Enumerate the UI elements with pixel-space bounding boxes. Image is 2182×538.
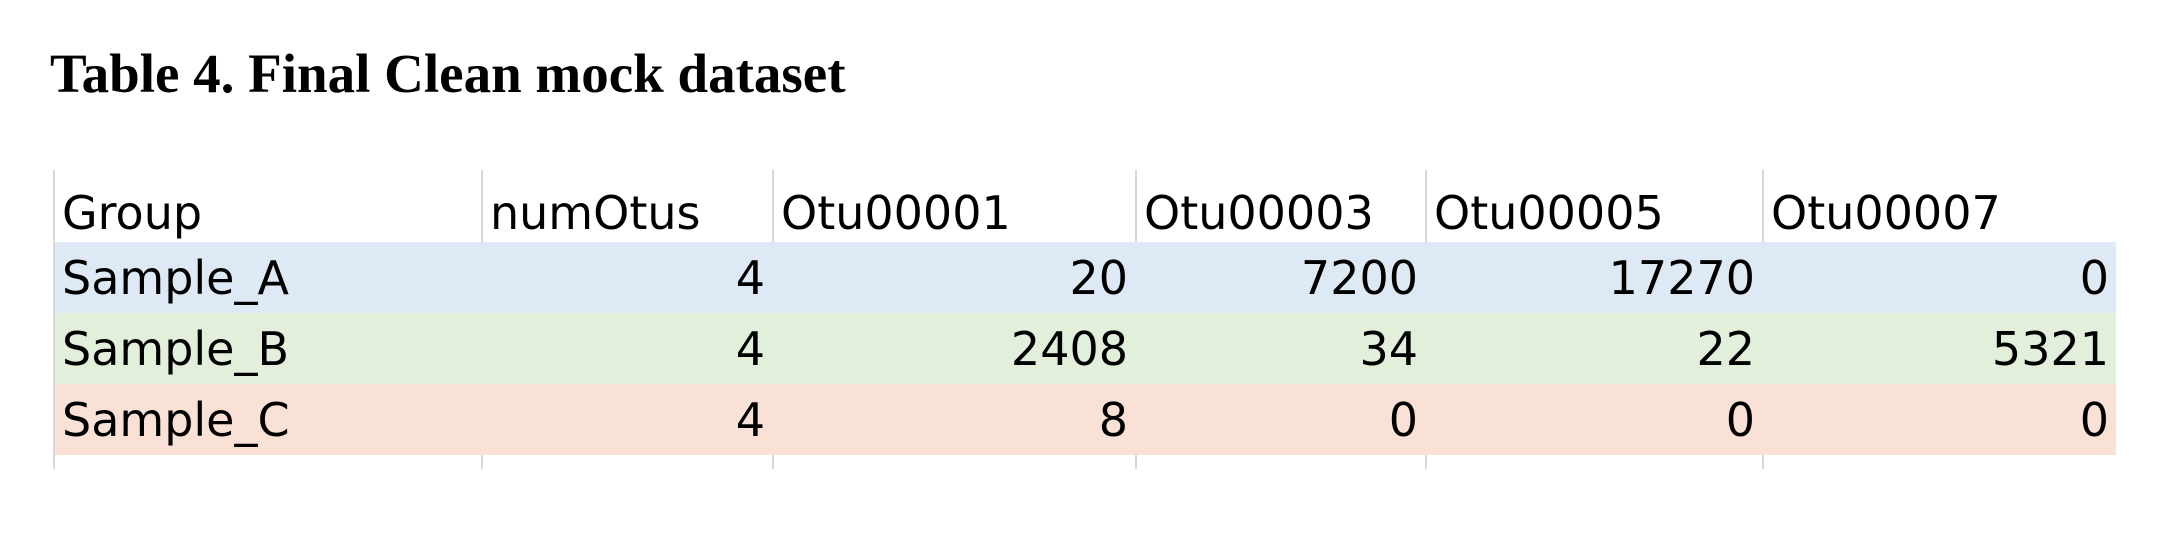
group-cell: Sample_C <box>53 384 482 455</box>
empty-cell <box>1135 455 1426 469</box>
otu-count-cell: 17270 <box>1425 242 1763 313</box>
table-row: Sample_C 4 8 0 0 0 <box>53 384 2116 455</box>
table-row: Sample_A 4 20 7200 17270 0 <box>53 242 2116 313</box>
group-cell: Sample_A <box>53 242 482 313</box>
header-cell: Otu00007 <box>1762 170 2116 242</box>
header-cell: Otu00003 <box>1135 170 1426 242</box>
empty-cell <box>772 455 1136 469</box>
otu-count-cell: 0 <box>1425 384 1763 455</box>
header-cell: Otu00005 <box>1425 170 1763 242</box>
table-row: Sample_B 4 2408 34 22 5321 <box>53 313 2116 384</box>
otu-count-cell: 0 <box>1762 242 2116 313</box>
table-title: Table 4. Final Clean mock dataset <box>50 43 846 104</box>
table-tail-gridlines <box>53 455 2116 469</box>
otu-count-cell: 2408 <box>772 313 1136 384</box>
num-otus-cell: 4 <box>481 384 773 455</box>
empty-cell <box>53 455 482 469</box>
otu-count-cell: 5321 <box>1762 313 2116 384</box>
num-otus-cell: 4 <box>481 242 773 313</box>
header-cell: Otu00001 <box>772 170 1136 242</box>
header-cell: numOtus <box>481 170 773 242</box>
header-cell: Group <box>53 170 482 242</box>
otu-count-cell: 8 <box>772 384 1136 455</box>
otu-count-cell: 20 <box>772 242 1136 313</box>
empty-cell <box>481 455 773 469</box>
otu-count-cell: 34 <box>1135 313 1426 384</box>
num-otus-cell: 4 <box>481 313 773 384</box>
header-row: Group numOtus Otu00001 Otu00003 Otu00005… <box>53 170 2116 242</box>
empty-cell <box>1762 455 2116 469</box>
empty-cell <box>1425 455 1763 469</box>
otu-count-cell: 0 <box>1135 384 1426 455</box>
otu-count-cell: 22 <box>1425 313 1763 384</box>
otu-count-cell: 7200 <box>1135 242 1426 313</box>
data-table: Group numOtus Otu00001 Otu00003 Otu00005… <box>53 170 2116 469</box>
group-cell: Sample_B <box>53 313 482 384</box>
otu-count-cell: 0 <box>1762 384 2116 455</box>
